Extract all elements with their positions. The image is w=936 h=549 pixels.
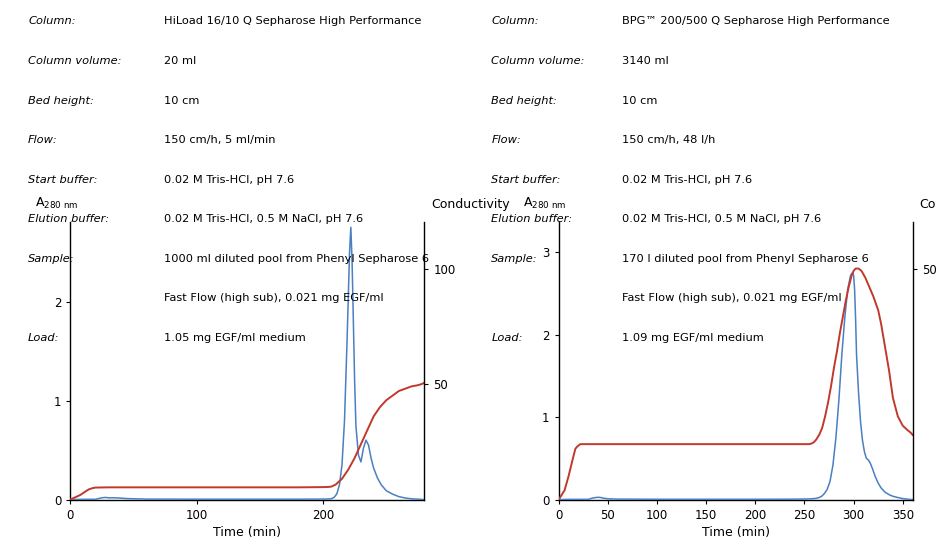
Text: A$_{280\ \mathregular{nm}}$: A$_{280\ \mathregular{nm}}$ — [35, 196, 79, 211]
Text: 150 cm/h, 48 l/h: 150 cm/h, 48 l/h — [622, 135, 716, 145]
Text: 0.02 M Tris-HCl, 0.5 M NaCl, pH 7.6: 0.02 M Tris-HCl, 0.5 M NaCl, pH 7.6 — [164, 214, 363, 224]
Text: BPG™ 200/500 Q Sepharose High Performance: BPG™ 200/500 Q Sepharose High Performanc… — [622, 16, 890, 26]
Text: Sample:: Sample: — [28, 254, 75, 264]
X-axis label: Time (min): Time (min) — [702, 526, 769, 539]
Text: Conductivity: Conductivity — [920, 198, 936, 211]
Text: Column volume:: Column volume: — [491, 56, 585, 66]
Text: 20 ml: 20 ml — [164, 56, 196, 66]
Text: 0.02 M Tris-HCl, pH 7.6: 0.02 M Tris-HCl, pH 7.6 — [622, 175, 753, 184]
Text: 1.05 mg EGF/ml medium: 1.05 mg EGF/ml medium — [164, 333, 305, 343]
Text: Start buffer:: Start buffer: — [491, 175, 561, 184]
Text: 1.09 mg EGF/ml medium: 1.09 mg EGF/ml medium — [622, 333, 764, 343]
Text: Conductivity: Conductivity — [431, 198, 510, 211]
Text: HiLoad 16/10 Q Sepharose High Performance: HiLoad 16/10 Q Sepharose High Performanc… — [164, 16, 421, 26]
Text: 0.02 M Tris-HCl, pH 7.6: 0.02 M Tris-HCl, pH 7.6 — [164, 175, 294, 184]
Text: Sample:: Sample: — [491, 254, 538, 264]
Text: 3140 ml: 3140 ml — [622, 56, 669, 66]
Text: 150 cm/h, 5 ml/min: 150 cm/h, 5 ml/min — [164, 135, 275, 145]
Text: A$_{280\ \mathregular{nm}}$: A$_{280\ \mathregular{nm}}$ — [523, 196, 566, 211]
Text: Fast Flow (high sub), 0.021 mg EGF/ml: Fast Flow (high sub), 0.021 mg EGF/ml — [164, 293, 384, 303]
Text: Load:: Load: — [491, 333, 523, 343]
Text: Elution buffer:: Elution buffer: — [491, 214, 573, 224]
Text: Flow:: Flow: — [491, 135, 521, 145]
Text: Flow:: Flow: — [28, 135, 58, 145]
Text: Column:: Column: — [491, 16, 539, 26]
Text: Load:: Load: — [28, 333, 60, 343]
Text: Elution buffer:: Elution buffer: — [28, 214, 110, 224]
Text: 0.02 M Tris-HCl, 0.5 M NaCl, pH 7.6: 0.02 M Tris-HCl, 0.5 M NaCl, pH 7.6 — [622, 214, 822, 224]
Text: Start buffer:: Start buffer: — [28, 175, 97, 184]
Text: 170 l diluted pool from Phenyl Sepharose 6: 170 l diluted pool from Phenyl Sepharose… — [622, 254, 870, 264]
Text: Bed height:: Bed height: — [28, 96, 94, 105]
Text: 10 cm: 10 cm — [622, 96, 658, 105]
Text: Fast Flow (high sub), 0.021 mg EGF/ml: Fast Flow (high sub), 0.021 mg EGF/ml — [622, 293, 842, 303]
Text: 1000 ml diluted pool from Phenyl Sepharose 6: 1000 ml diluted pool from Phenyl Sepharo… — [164, 254, 429, 264]
X-axis label: Time (min): Time (min) — [213, 526, 281, 539]
Text: Bed height:: Bed height: — [491, 96, 557, 105]
Text: Column:: Column: — [28, 16, 76, 26]
Text: Column volume:: Column volume: — [28, 56, 122, 66]
Text: 10 cm: 10 cm — [164, 96, 199, 105]
